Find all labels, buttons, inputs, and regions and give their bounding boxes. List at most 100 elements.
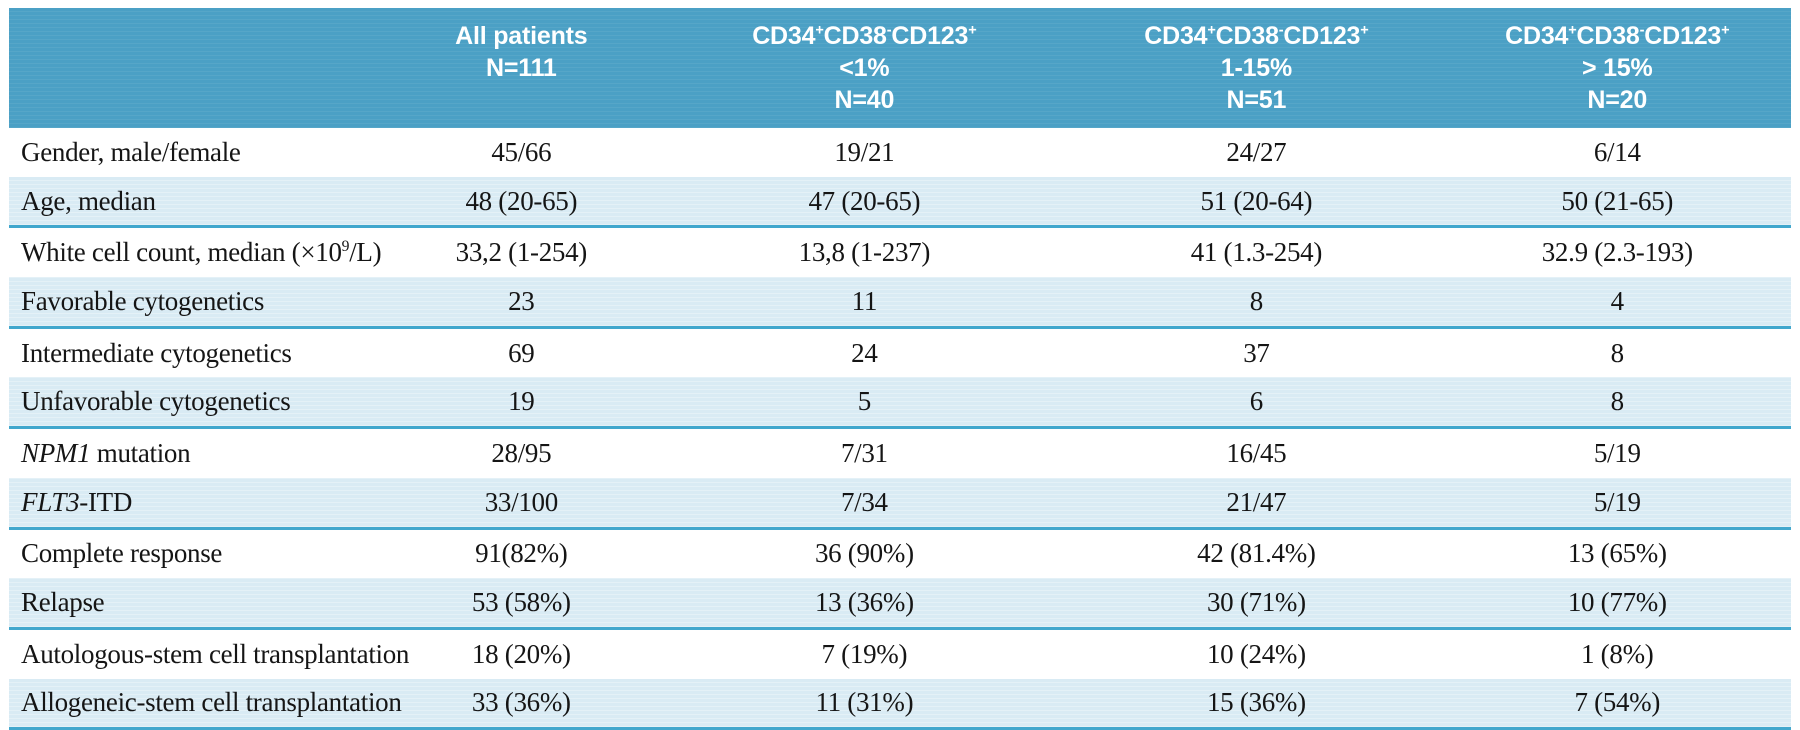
header-row: All patients N=111 CD34+CD38-CD123+ <1% N=40… [9, 8, 1791, 128]
column-header-cd123-lt1: CD34+CD38-CD123+ <1% N=40 [659, 8, 1070, 128]
text-segment: Complete response [21, 538, 223, 569]
cell-value: 4 [1443, 277, 1791, 329]
cell-value: 7 (19%) [821, 638, 908, 669]
row-label: NPM1 mutation [9, 428, 383, 478]
table-body: Gender, male/female 45/66 19/21 24/27 6/14 Ag… [9, 128, 1791, 730]
superscript-text: - [1278, 22, 1284, 39]
superscript-text: + [968, 22, 977, 39]
cell-value: 13,8 (1-237) [798, 237, 931, 268]
column-header-line: N=51 [1070, 84, 1442, 116]
cell-value: 47 (20-65) [659, 176, 1070, 229]
column-header-line: 1-15% [1070, 52, 1442, 84]
row-label: Complete response [9, 528, 383, 578]
column-header-line: N=20 [1445, 84, 1791, 116]
text-segment: Autologous-stem cell transplantation [21, 638, 410, 669]
cell-value: 53 (58%) [383, 578, 660, 630]
text-segment: 1-15% [1220, 54, 1293, 82]
row-label: Gender, male/female [9, 128, 383, 177]
cell-value: 28/95 [491, 437, 552, 468]
text-segment: Unfavorable cytogenetics [21, 386, 291, 417]
table-header: All patients N=111 CD34+CD38-CD123+ <1% N=40… [9, 8, 1791, 128]
cell-value: 10 (24%) [1206, 638, 1306, 669]
superscript-text: + [1721, 22, 1730, 39]
text-segment: CD123 [1644, 22, 1722, 50]
superscript-text: + [1568, 22, 1577, 39]
cell-value: 48 (20-65) [383, 176, 660, 229]
cell-value: 69 [508, 337, 535, 368]
cell-value: 8 [1443, 377, 1791, 430]
table-row: Autologous-stem cell transplantation 18 (… [9, 628, 1791, 678]
table-row: Allogeneic-stem cell transplantation 33 (… [9, 678, 1791, 730]
cell-value: 5 [659, 377, 1070, 430]
text-segment: N=20 [1587, 86, 1648, 114]
table-row: Unfavorable cytogenetics 19 5 6 8 [9, 377, 1791, 430]
text-segment: All patients [455, 22, 588, 50]
text-segment: Allogeneic-stem cell transplantation [21, 687, 402, 718]
text-segment: CD123 [891, 22, 969, 50]
column-header-cd123-gt15: CD34+CD38-CD123+ > 15% N=20 [1443, 8, 1791, 128]
cell-value: 7/31 [840, 437, 888, 468]
text-segment: CD34 [1505, 22, 1569, 50]
cell-value: 1 (8%) [1581, 638, 1654, 669]
table-row: FLT3-ITD 33/100 7/34 21/47 5/19 [9, 477, 1791, 530]
cell-value: 33,2 (1-254) [455, 237, 588, 268]
superscript-text: + [1207, 22, 1216, 39]
text-segment: -ITD [79, 486, 133, 517]
cell-value: 24 [851, 337, 878, 368]
cell-value: 7/34 [659, 477, 1070, 530]
column-header-all-patients: All patients N=111 [383, 8, 660, 128]
column-header-line: <1% [660, 52, 1068, 84]
text-segment: > 15% [1581, 54, 1653, 82]
superscript-text: - [1639, 22, 1645, 39]
table-row: Relapse 53 (58%) 13 (36%) 30 (71%) 10 (77%) [9, 578, 1791, 630]
row-label: Age, median [9, 176, 384, 229]
text-segment: N=40 [834, 86, 895, 114]
superscript-text: + [1360, 22, 1369, 39]
cell-value: 33/100 [383, 477, 660, 530]
text-segment: FLT3 [21, 486, 80, 517]
cell-value: 11 [659, 277, 1070, 329]
cell-value: 6 [1069, 377, 1444, 430]
cell-value: 36 (90%) [814, 538, 914, 569]
text-segment: CD123 [1283, 22, 1361, 50]
cell-value: 33 (36%) [383, 678, 660, 730]
cell-value: 32.9 (2.3-193) [1541, 237, 1693, 268]
table-row: Favorable cytogenetics 23 11 8 4 [9, 277, 1791, 329]
row-label: Favorable cytogenetics [9, 277, 384, 329]
cell-value: 21/47 [1069, 477, 1444, 530]
text-segment: Favorable cytogenetics [21, 285, 265, 316]
row-label: Intermediate cytogenetics [9, 327, 383, 377]
column-header-cd123-1-15: CD34+CD38-CD123+ 1-15% N=51 [1069, 8, 1444, 128]
table-row: Gender, male/female 45/66 19/21 24/27 6/14 [9, 128, 1791, 177]
cell-value: 50 (21-65) [1443, 176, 1791, 229]
row-label: Autologous-stem cell transplantation [9, 628, 409, 678]
corner-cell [9, 8, 384, 128]
text-segment: NPM1 [21, 437, 91, 468]
cell-value: 5/19 [1593, 437, 1641, 468]
patient-characteristics-table: All patients N=111 CD34+CD38-CD123+ <1% N=40… [9, 8, 1791, 730]
text-segment: <1% [839, 54, 890, 82]
row-label: Allogeneic-stem cell transplantation [9, 678, 402, 730]
cell-value: 37 [1243, 337, 1270, 368]
table-row: White cell count, median (×109/L) 33,2 (1… [9, 227, 1791, 277]
cell-value: 18 (20%) [471, 638, 571, 669]
cell-value: 11 (31%) [659, 678, 1070, 730]
text-segment: N=51 [1226, 86, 1287, 114]
cell-value: 30 (71%) [1069, 578, 1444, 630]
text-segment: CD34 [752, 22, 816, 50]
cell-value: 6/14 [1593, 136, 1641, 167]
cell-value: 8 [1069, 277, 1444, 329]
text-segment: Gender, male/female [21, 136, 241, 167]
cell-value: 5/19 [1443, 477, 1791, 530]
cell-value: 10 (77%) [1443, 578, 1791, 630]
column-header-line: N=40 [660, 84, 1068, 116]
text-segment: CD38 [823, 22, 887, 50]
column-header-line: CD34+CD38-CD123+ [1445, 20, 1791, 52]
column-header-line: N=111 [384, 52, 658, 84]
column-header-line: All patients [384, 20, 658, 52]
row-label: Relapse [9, 578, 384, 630]
text-segment: White cell count, median (×10 [21, 237, 342, 268]
cell-value: 42 (81.4%) [1197, 538, 1316, 569]
cell-value: 19 [383, 377, 660, 430]
